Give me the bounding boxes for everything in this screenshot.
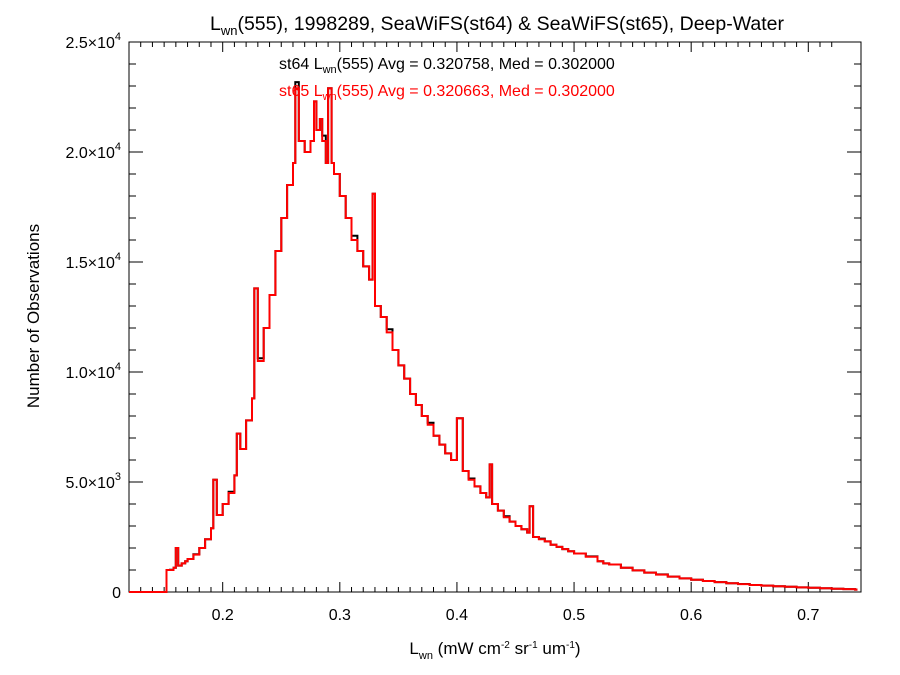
x-label-sup-3: -1 xyxy=(566,640,575,651)
y-tick-label: 1.0×104 xyxy=(65,361,121,382)
x-tick-label: 0.2 xyxy=(212,607,234,624)
x-label-units-2: sr xyxy=(510,639,529,658)
stats-line-st64: st64 Lwn(555) Avg = 0.320758, Med = 0.30… xyxy=(279,56,615,76)
title-rest: (555), 1998289, SeaWiFS(st64) & SeaWiFS(… xyxy=(237,13,784,35)
x-tick-label: 0.4 xyxy=(446,607,468,624)
st64-stats-text: (555) Avg = 0.320758, Med = 0.302000 xyxy=(337,56,615,73)
stats-line-st65: st65 Lwn(555) Avg = 0.320663, Med = 0.30… xyxy=(279,83,615,103)
x-label-units-4: ) xyxy=(575,639,581,658)
x-tick-label: 0.6 xyxy=(680,607,702,624)
st65-stats-text: (555) Avg = 0.320663, Med = 0.302000 xyxy=(337,83,615,100)
st65-histogram-line xyxy=(129,87,858,593)
y-tick-label: 2.5×104 xyxy=(65,31,121,52)
x-label-sup-2: -1 xyxy=(529,640,538,651)
y-tick-label: 2.0×104 xyxy=(65,141,121,162)
y-tick-label: 5.0×103 xyxy=(65,471,121,492)
st65-stats-subscript: wn xyxy=(322,91,337,103)
x-label-units-3: um xyxy=(538,639,566,658)
title-main: L xyxy=(210,13,221,35)
y-tick-label: 1.5×104 xyxy=(65,251,121,272)
title-subscript: wn xyxy=(220,23,238,38)
x-label-subscript: wn xyxy=(418,650,433,662)
y-axis-label: Number of Observations xyxy=(24,224,43,408)
plot-area: 0.2 0.3 0.4 0.5 0.6 0.7 0 5.0×103 1.0×104 1.5×104… xyxy=(65,31,862,624)
st64-stats-subscript: wn xyxy=(322,64,337,76)
x-label-main: L xyxy=(409,639,418,658)
x-label-units-1: (mW cm xyxy=(433,639,501,658)
x-tick-label: 0.3 xyxy=(329,607,351,624)
x-label-sup-1: -2 xyxy=(501,640,510,651)
chart-title: Lwn(555), 1998289, SeaWiFS(st64) & SeaWi… xyxy=(210,13,785,38)
st64-stats-prefix: st64 L xyxy=(279,56,323,73)
st64-histogram-line xyxy=(129,81,858,593)
x-tick-label: 0.7 xyxy=(797,607,819,624)
st65-stats-prefix: st65 L xyxy=(279,83,323,100)
x-axis-label: Lwn (mW cm-2 sr-1 um-1) xyxy=(409,639,580,662)
y-tick-label: 0 xyxy=(112,585,121,602)
plot-frame xyxy=(128,41,862,593)
x-tick-label: 0.5 xyxy=(563,607,585,624)
